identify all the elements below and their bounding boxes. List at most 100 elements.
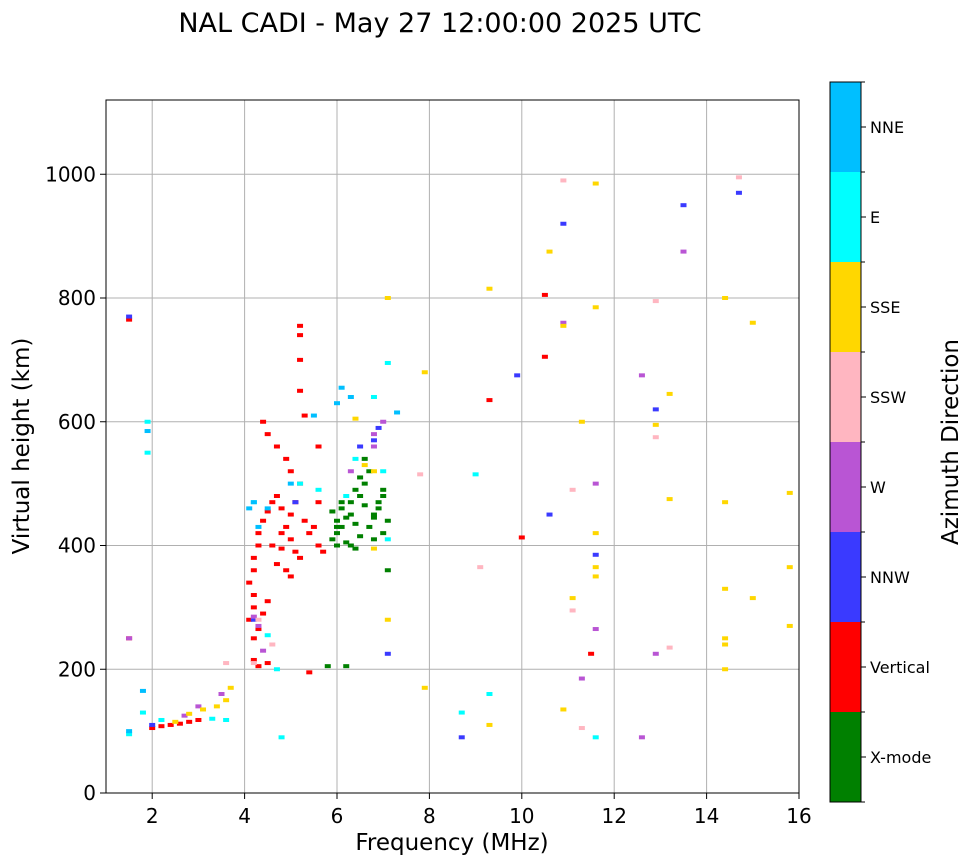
point-vertical	[255, 543, 262, 548]
point-sse	[213, 704, 220, 709]
point-e	[144, 450, 151, 455]
point-w	[126, 636, 133, 641]
point-sse	[578, 419, 585, 424]
y-tick-label: 0	[83, 781, 96, 805]
point-w	[592, 627, 599, 632]
point-nnw	[680, 203, 687, 208]
point-x-mode	[357, 475, 364, 480]
point-vertical	[283, 568, 290, 573]
point-nne	[255, 524, 262, 529]
point-nnw	[546, 512, 553, 517]
point-vertical	[260, 518, 267, 523]
point-nnw	[560, 221, 567, 226]
point-nne	[310, 413, 317, 418]
x-tick-label: 12	[601, 804, 626, 828]
point-x-mode	[361, 481, 368, 486]
point-w	[680, 249, 687, 254]
point-sse	[227, 685, 234, 690]
point-w	[578, 676, 585, 681]
point-sse	[666, 391, 673, 396]
point-nne	[264, 506, 271, 511]
x-axis-label: Frequency (MHz)	[355, 830, 548, 856]
point-vertical	[306, 670, 313, 675]
colorbar-frame	[829, 81, 862, 803]
point-sse	[786, 565, 793, 570]
point-x-mode	[352, 521, 359, 526]
point-nnw	[652, 407, 659, 412]
point-vertical	[250, 605, 257, 610]
point-vertical	[283, 524, 290, 529]
point-vertical	[260, 419, 267, 424]
point-ssw	[578, 726, 585, 731]
point-sse	[786, 623, 793, 628]
point-x-mode	[352, 487, 359, 492]
y-tick-label: 200	[58, 657, 96, 681]
point-nne	[347, 395, 354, 399]
point-nnw	[357, 444, 364, 449]
point-e	[264, 633, 271, 638]
point-vertical	[541, 354, 548, 359]
point-x-mode	[361, 456, 368, 461]
point-nnw	[735, 190, 742, 195]
point-sse	[384, 617, 391, 622]
point-sse	[560, 323, 567, 328]
point-w	[195, 704, 202, 709]
point-x-mode	[380, 531, 387, 536]
point-vertical	[250, 593, 257, 597]
point-vertical	[315, 444, 322, 449]
point-nnw	[149, 722, 156, 727]
x-axis-ticks: 2 4 6 8 10 12 14 16	[146, 793, 812, 828]
grid-lines	[106, 100, 800, 794]
point-vertical	[287, 537, 294, 542]
point-nne	[144, 429, 151, 434]
point-ssw	[735, 175, 742, 180]
colorbar-label: Azimuth Direction	[938, 339, 964, 545]
point-x-mode	[334, 531, 340, 536]
point-sse	[200, 707, 207, 712]
colorbar-swatch-nne	[830, 82, 861, 172]
point-w	[592, 481, 599, 486]
point-x-mode	[384, 568, 391, 573]
point-x-mode	[384, 518, 391, 523]
point-ssw	[250, 661, 257, 666]
point-nne	[126, 729, 133, 734]
point-sse	[592, 181, 599, 186]
point-x-mode	[366, 469, 373, 474]
point-vertical	[541, 292, 548, 297]
point-x-mode	[338, 500, 345, 505]
point-e	[144, 419, 151, 424]
point-nne	[338, 385, 345, 390]
point-vertical	[264, 432, 271, 437]
point-e	[278, 735, 285, 740]
point-w	[250, 614, 257, 619]
point-sse	[172, 719, 179, 724]
point-sse	[592, 531, 599, 536]
point-vertical	[186, 719, 193, 724]
point-vertical	[278, 506, 285, 511]
point-w	[347, 469, 354, 474]
point-x-mode	[380, 494, 387, 498]
point-vertical	[264, 661, 271, 666]
colorbar-tick-label: SSE	[870, 298, 900, 317]
point-vertical	[301, 518, 308, 523]
point-sse	[592, 565, 599, 570]
point-nnw	[292, 500, 299, 505]
point-sse	[486, 286, 493, 291]
colorbar-tick-label: NNW	[870, 568, 910, 587]
point-vertical	[255, 627, 262, 632]
point-vertical	[283, 456, 290, 461]
x-tick-label: 4	[238, 804, 251, 828]
point-sse	[421, 370, 428, 375]
point-vertical	[167, 722, 174, 727]
point-vertical	[297, 388, 304, 393]
x-tick-label: 14	[694, 804, 719, 828]
point-vertical	[126, 317, 133, 322]
point-sse	[186, 711, 193, 716]
point-sse	[722, 642, 729, 647]
point-sse	[749, 596, 756, 601]
point-nne	[246, 506, 253, 511]
point-vertical	[287, 469, 294, 474]
point-x-mode	[338, 506, 345, 511]
point-vertical	[246, 617, 253, 622]
y-tick-label: 400	[58, 534, 96, 558]
